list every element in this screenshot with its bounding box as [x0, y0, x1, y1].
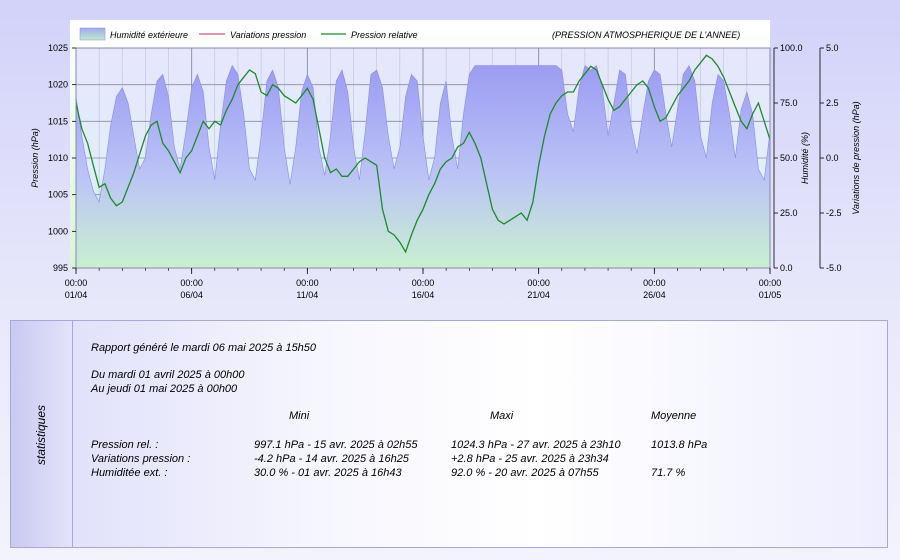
legend: Humidité extérieure Variations pression …	[79, 27, 740, 41]
pressure-chart: 995 1000 1005 1010 1015 1020 1025 0.0 25.0 50.0 7…	[30, 20, 861, 300]
x-tick-date: 26/04	[643, 290, 666, 300]
y-variation-tick-label: -2.5	[826, 208, 842, 218]
x-tick-date: 21/04	[527, 290, 550, 300]
pressure-line	[75, 54, 771, 254]
legend-variation-label: Variations pression	[230, 30, 306, 40]
y-left-tick-label: 1000	[48, 226, 68, 236]
y-left-axis-label: Pression (hPa)	[30, 128, 40, 188]
y-variation-tick-label: 5.0	[826, 43, 839, 53]
y-variation-tick-label: -5.0	[826, 263, 842, 273]
legend-humidity-swatch	[79, 27, 106, 41]
legend-pressure-label: Pression relative	[351, 30, 418, 40]
x-tick-date: 06/04	[180, 290, 203, 300]
row-pressure-maxi: 1024.3 hPa - 27 avr. 2025 à 23h10	[451, 439, 621, 451]
x-tick-time: 00:00	[412, 278, 435, 288]
y-left-tick-label: 1020	[48, 80, 68, 90]
row-humidity-mini: 30.0 % - 01 avr. 2025 à 16h43	[254, 467, 402, 479]
row-variation-maxi: +2.8 hPa - 25 avr. 2025 à 23h34	[451, 453, 609, 465]
y-variation-tick-label: 0.0	[826, 153, 839, 163]
y-left-axis: 995 1000 1005 1010 1015 1020 1025	[48, 43, 76, 273]
x-tick-date: 01/05	[759, 290, 782, 300]
x-tick-time: 00:00	[527, 278, 550, 288]
y-left-tick-label: 995	[53, 263, 68, 273]
x-tick-time: 00:00	[643, 278, 666, 288]
statistics-side-bar: statistiques	[11, 321, 73, 547]
header-moyenne: Moyenne	[651, 410, 697, 422]
row-variation-mini: -4.2 hPa - 14 avr. 2025 à 16h25	[254, 453, 409, 465]
row-pressure-label: Pression rel. :	[91, 439, 159, 451]
legend-humidity-label: Humidité extérieure	[110, 30, 188, 40]
x-tick-time: 00:00	[65, 278, 88, 288]
period-end-line: Au jeudi 01 mai 2025 à 00h00	[91, 383, 238, 395]
row-pressure-mini: 997.1 hPa - 15 avr. 2025 à 02h55	[254, 439, 418, 451]
x-axis: 00:00 01/04 00:00 06/04 00:00 11/04 00:00 16/04…	[65, 268, 782, 300]
row-variation-label: Variations pression :	[91, 453, 191, 465]
humidity-area	[75, 64, 771, 269]
row-pressure-mean: 1013.8 hPa	[651, 439, 708, 451]
header-maxi: Maxi	[490, 410, 514, 422]
x-tick-time: 00:00	[296, 278, 319, 288]
x-tick-date: 01/04	[65, 290, 88, 300]
y-left-tick-label: 1010	[48, 153, 68, 163]
statistics-side-label: statistiques	[34, 404, 48, 466]
y-right-variation-axis-label: Variations de pression (hPa)	[851, 101, 861, 214]
y-humidity-tick-label: 100.0	[780, 43, 803, 53]
x-tick-date: 16/04	[412, 290, 435, 300]
chart-title: (PRESSION ATMOSPHERIQUE DE L'ANNEE)	[552, 30, 740, 40]
x-tick-time: 00:00	[759, 278, 782, 288]
y-right-variation-axis: -5.0 -2.5 0.0 2.5 5.0	[819, 43, 842, 273]
row-humidity-mean: 71.7 %	[651, 467, 686, 479]
header-mini: Mini	[289, 410, 310, 422]
y-right-humidity-axis-label: Humidité (%)	[800, 132, 810, 184]
y-right-humidity-axis: 0.0 25.0 50.0 75.0 100.0	[773, 43, 803, 273]
y-humidity-tick-label: 25.0	[780, 208, 798, 218]
row-humidity-label: Humiditée ext. :	[91, 467, 168, 479]
y-humidity-tick-label: 75.0	[780, 98, 798, 108]
y-variation-tick-label: 2.5	[826, 98, 839, 108]
row-humidity-maxi: 92.0 % - 20 avr. 2025 à 07h55	[451, 467, 599, 479]
y-left-tick-label: 1025	[48, 43, 68, 53]
period-start-line: Du mardi 01 avril 2025 à 00h00	[91, 369, 245, 381]
y-left-tick-label: 1005	[48, 190, 68, 200]
x-tick-time: 00:00	[180, 278, 203, 288]
x-tick-date: 11/04	[296, 290, 318, 300]
y-humidity-tick-label: 0.0	[780, 263, 793, 273]
y-left-tick-label: 1015	[48, 116, 68, 126]
statistics-panel: statistiques Rapport généré le mardi 06 …	[10, 320, 888, 548]
y-humidity-tick-label: 50.0	[780, 153, 798, 163]
report-generated-line: Rapport généré le mardi 06 mai 2025 à 15…	[91, 342, 317, 354]
